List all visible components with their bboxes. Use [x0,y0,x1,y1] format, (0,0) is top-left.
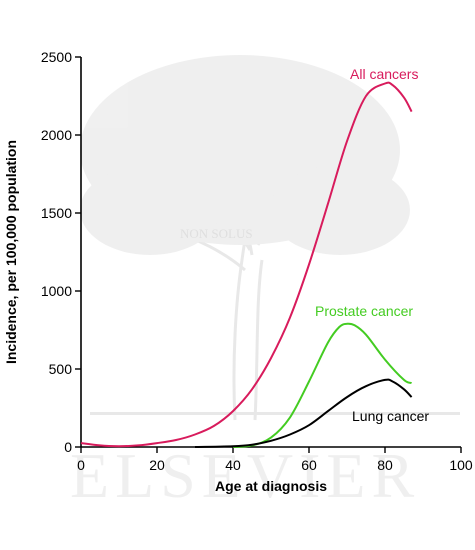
x-tick-label: 40 [225,457,241,473]
series-line-prostate-cancer [232,322,412,448]
series-lines [80,81,413,448]
x-tick-label: 20 [149,457,165,473]
x-tick-label: 80 [377,457,393,473]
watermark-motto: NON SOLUS [180,226,253,241]
series-line-lung-cancer [194,378,413,448]
label-lung-cancer: Lung cancer [352,408,429,424]
y-axis-title: Incidence, per 100,000 population [3,140,19,364]
x-axis-title: Age at diagnosis [215,478,327,494]
y-tick-label: 2500 [41,49,72,65]
y-tick-label: 1500 [41,205,72,221]
x-tick-label: 100 [449,457,473,473]
y-tick-label: 0 [64,439,72,455]
x-tick-label: 60 [301,457,317,473]
watermark-brand: ELSEVIER [70,440,420,511]
x-tick-label: 0 [77,457,85,473]
label-prostate-cancer: Prostate cancer [315,303,413,319]
y-tick-label: 2000 [41,127,72,143]
label-all-cancers: All cancers [350,66,418,82]
x-axis-ticks: 0 20 40 60 80 100 [77,447,473,473]
elsevier-logo-watermark: ELSEVIER NON SOLUS [70,55,460,511]
series-line-all-cancers [80,81,413,448]
y-axis-ticks: 0 500 1000 1500 2000 2500 [41,49,81,455]
y-tick-label: 500 [49,361,73,377]
y-tick-label: 1000 [41,283,72,299]
